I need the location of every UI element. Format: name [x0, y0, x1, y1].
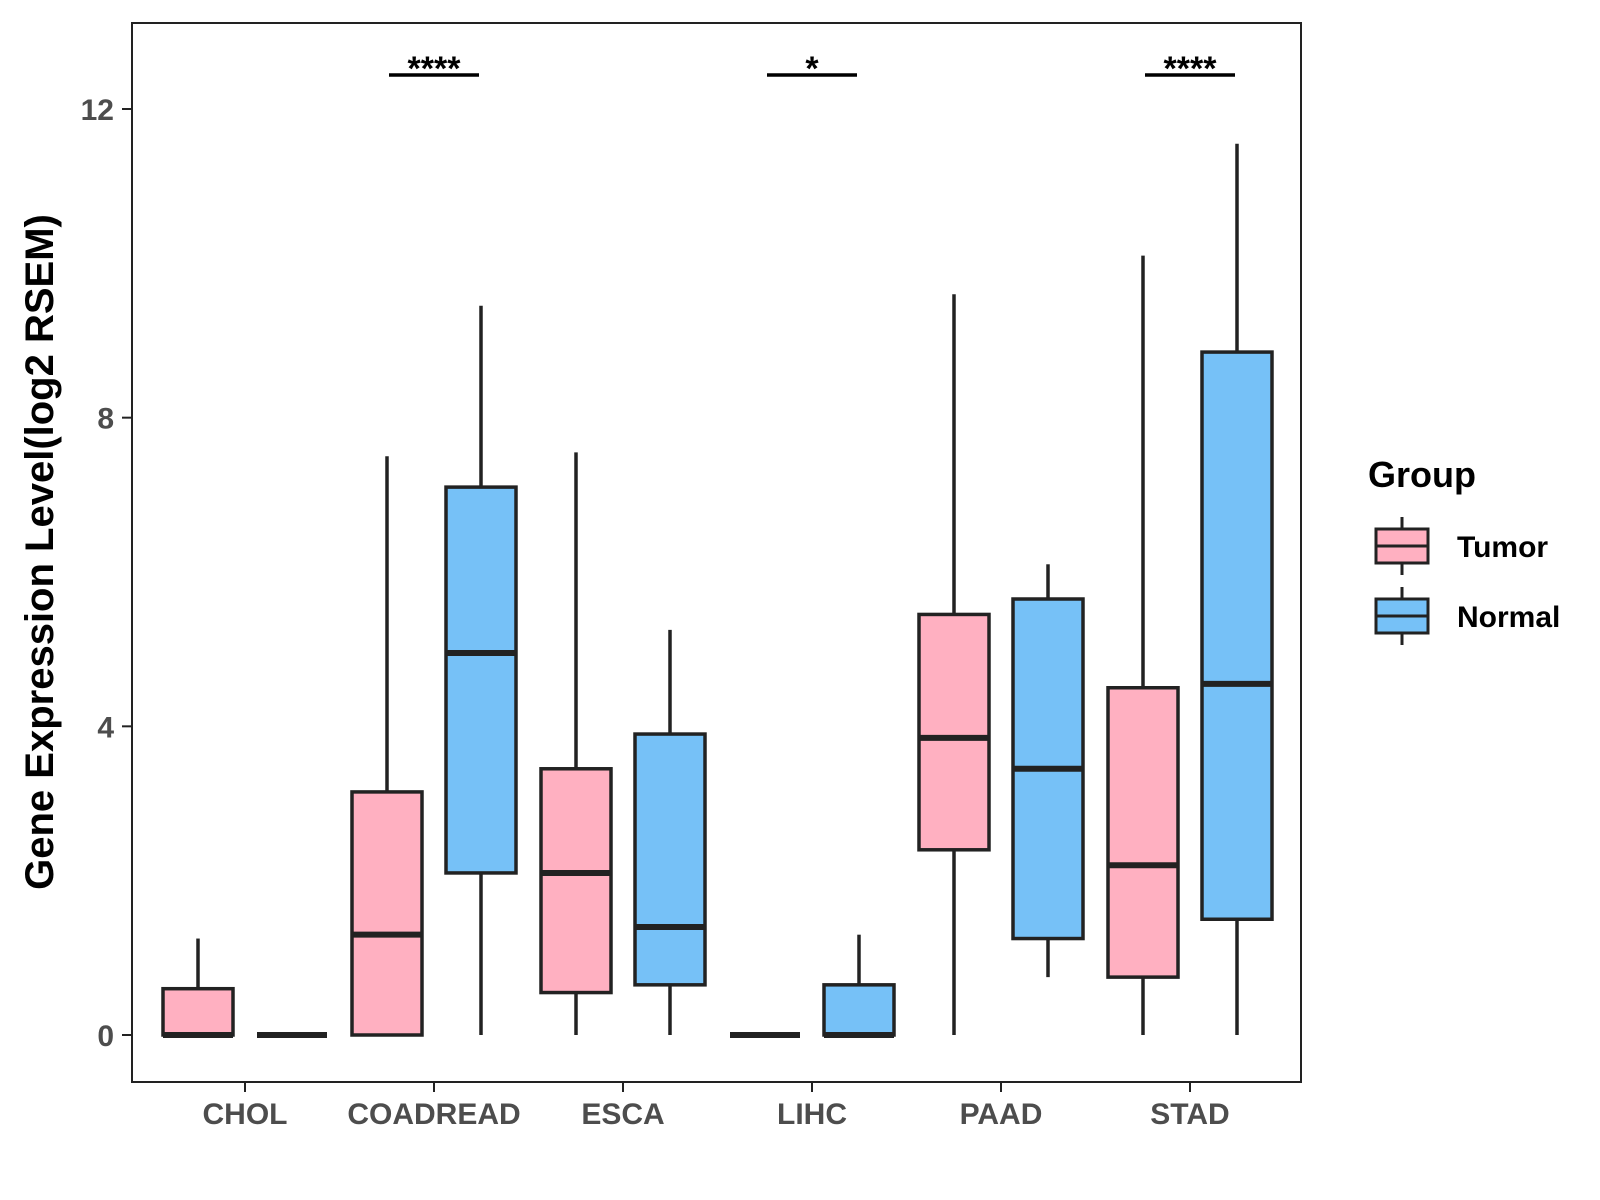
y-tick-label: 0: [97, 1020, 114, 1053]
legend-label: Tumor: [1457, 531, 1548, 564]
box-esca-tumor: [539, 452, 613, 1035]
box-layer: [161, 143, 1274, 1038]
legend-item-normal: Normal: [1374, 587, 1560, 645]
box-iqr: [539, 767, 613, 995]
box-iqr: [1106, 686, 1180, 979]
box-stad-tumor: [1106, 255, 1180, 1035]
x-tick-label: COADREAD: [347, 1098, 520, 1131]
significance-label: ****: [408, 50, 462, 88]
box-lihc-normal: [822, 934, 896, 1038]
box-iqr: [1200, 350, 1274, 921]
legend-title: Group: [1368, 454, 1476, 495]
x-axis: CHOL COADREAD ESCA LIHC PAAD STAD: [203, 1082, 1230, 1131]
box-chol-tumor: [161, 938, 235, 1038]
y-tick-label: 12: [81, 94, 114, 127]
box-iqr: [822, 983, 896, 1037]
x-tick-label: ESCA: [581, 1098, 664, 1131]
x-tick-label: PAAD: [960, 1098, 1043, 1131]
box-coadread-normal: [444, 305, 518, 1035]
box-esca-normal: [633, 629, 707, 1035]
box-paad-normal: [1011, 564, 1085, 978]
box-iqr: [917, 612, 991, 852]
box-iqr: [161, 986, 235, 1037]
x-tick-label: LIHC: [777, 1098, 847, 1131]
box-iqr: [444, 485, 518, 875]
y-tick-label: 8: [97, 403, 114, 436]
significance-label: *: [805, 50, 819, 88]
box-iqr: [633, 732, 707, 987]
significance-label: ****: [1164, 50, 1218, 88]
legend-item-tumor: Tumor: [1374, 517, 1548, 575]
significance-layer: **** * ****: [389, 50, 1235, 88]
y-tick-label: 4: [97, 711, 114, 744]
x-tick-label: STAD: [1150, 1098, 1229, 1131]
box-paad-tumor: [917, 294, 991, 1035]
y-axis-title: Gene Expression Level(log2 RSEM): [18, 214, 62, 890]
x-tick-label: CHOL: [203, 1098, 288, 1131]
box-iqr: [350, 790, 424, 1037]
legend-label: Normal: [1457, 601, 1560, 634]
legend: Group Tumor Normal: [1368, 454, 1560, 645]
y-axis: 0 4 8 12: [81, 94, 132, 1053]
box-stad-normal: [1200, 143, 1274, 1035]
plot-panel: [131, 22, 1302, 1083]
box-coadread-tumor: [350, 456, 424, 1037]
